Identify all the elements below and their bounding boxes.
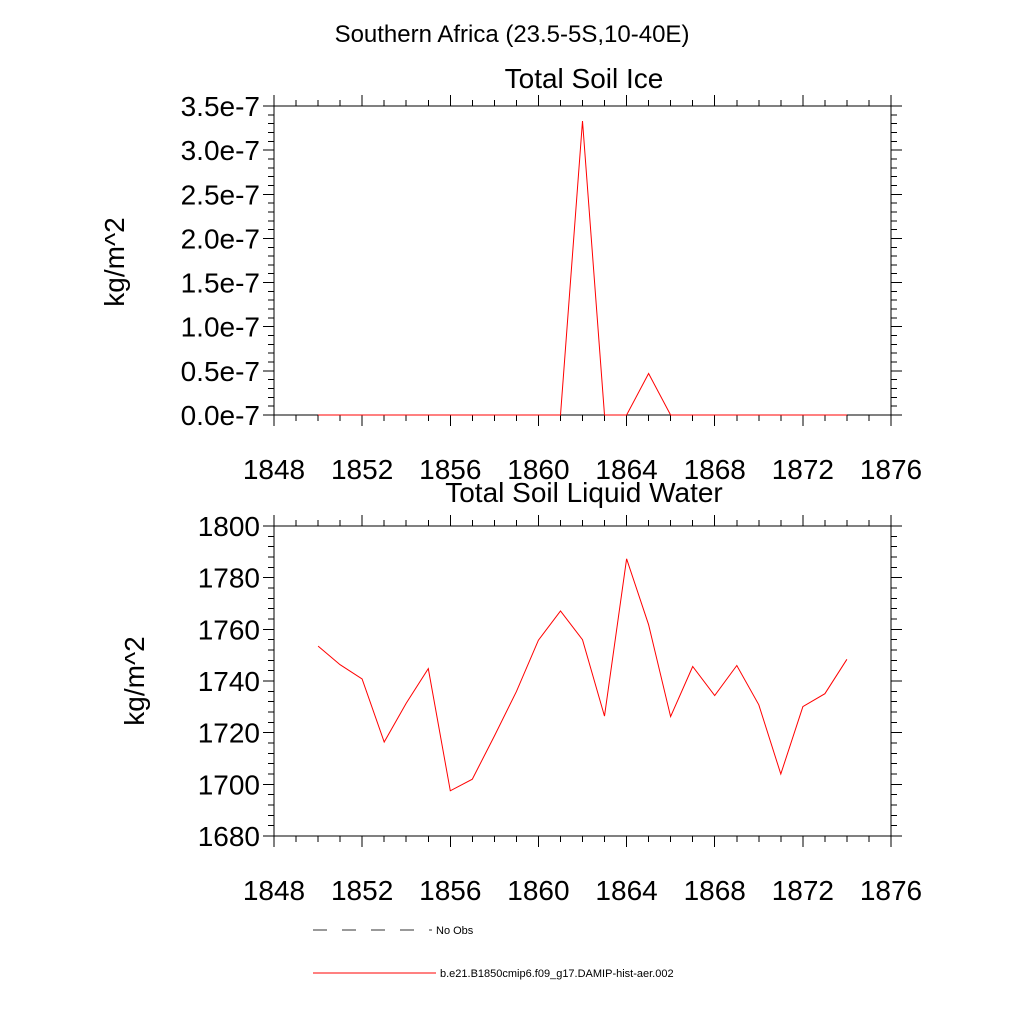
x-tick-label: 1876: [860, 454, 922, 485]
y-tick-label: 1.5e-7: [181, 268, 260, 299]
y-tick-label: 1760: [198, 614, 260, 645]
x-tick-label: 1868: [684, 875, 746, 906]
y-tick-label: 2.0e-7: [181, 223, 260, 254]
y-tick-label: 1700: [198, 769, 260, 800]
y-tick-label: 0.0e-7: [181, 400, 260, 431]
figure-suptitle: Southern Africa (23.5-5S,10-40E): [335, 21, 690, 48]
y-tick-label: 1720: [198, 718, 260, 749]
x-tick-label: 1860: [507, 454, 569, 485]
y-tick-label: 1800: [198, 511, 260, 542]
y-tick-label: 1.0e-7: [181, 312, 260, 343]
legend-item-model: b.e21.B1850cmip6.f09_g17.DAMIP-hist-aer.…: [313, 968, 674, 980]
legend-item-no-obs: No Obs: [313, 925, 474, 937]
plot-frame: [273, 525, 892, 837]
x-tick-label: 1852: [331, 875, 393, 906]
x-tick-label: 1856: [419, 875, 481, 906]
legend-label: No Obs: [436, 925, 474, 937]
x-tick-label: 1876: [860, 875, 922, 906]
x-tick-label: 1848: [243, 454, 305, 485]
y-tick-label: 2.5e-7: [181, 179, 260, 210]
series-line: [318, 120, 847, 416]
chart-title: Total Soil Ice: [505, 63, 664, 94]
y-tick-label: 3.0e-7: [181, 135, 260, 166]
plot-frame: [273, 105, 892, 416]
x-tick-label: 1864: [595, 875, 657, 906]
y-axis-label: kg/m^2: [119, 636, 150, 725]
y-axis-label: kg/m^2: [99, 217, 130, 306]
y-tick-label: 0.5e-7: [181, 356, 260, 387]
series-line: [317, 558, 848, 792]
x-tick-label: 1868: [684, 454, 746, 485]
x-tick-label: 1872: [772, 454, 834, 485]
chart-top: Total Soil Ice kg/m^2 1848 1852 1856 1860 18…: [99, 63, 922, 485]
y-tick-label: 3.5e-7: [181, 91, 260, 122]
x-tick-label: 1848: [243, 875, 305, 906]
chart-title: Total Soil Liquid Water: [445, 477, 723, 508]
y-tick-label: 1740: [198, 666, 260, 697]
x-tick-label: 1864: [595, 454, 657, 485]
x-tick-label: 1860: [507, 875, 569, 906]
plot-area: 1848 1852 1856 1860 1864 1868 1872 1876 1680 1700…: [198, 511, 922, 906]
x-tick-label: 1872: [772, 875, 834, 906]
y-tick-label: 1780: [198, 563, 260, 594]
chart-bottom: Total Soil Liquid Water kg/m^2 1848 1852 1…: [119, 477, 922, 906]
x-tick-label: 1856: [419, 454, 481, 485]
y-tick-label: 1680: [198, 821, 260, 852]
x-tick-label: 1852: [331, 454, 393, 485]
legend: No Obs b.e21.B1850cmip6.f09_g17.DAMIP-hi…: [313, 925, 674, 980]
legend-label: b.e21.B1850cmip6.f09_g17.DAMIP-hist-aer.…: [440, 968, 674, 980]
plot-area: 1848 1852 1856 1860 1864 1868 1872 1876 0.0e-7 0.…: [181, 91, 923, 485]
